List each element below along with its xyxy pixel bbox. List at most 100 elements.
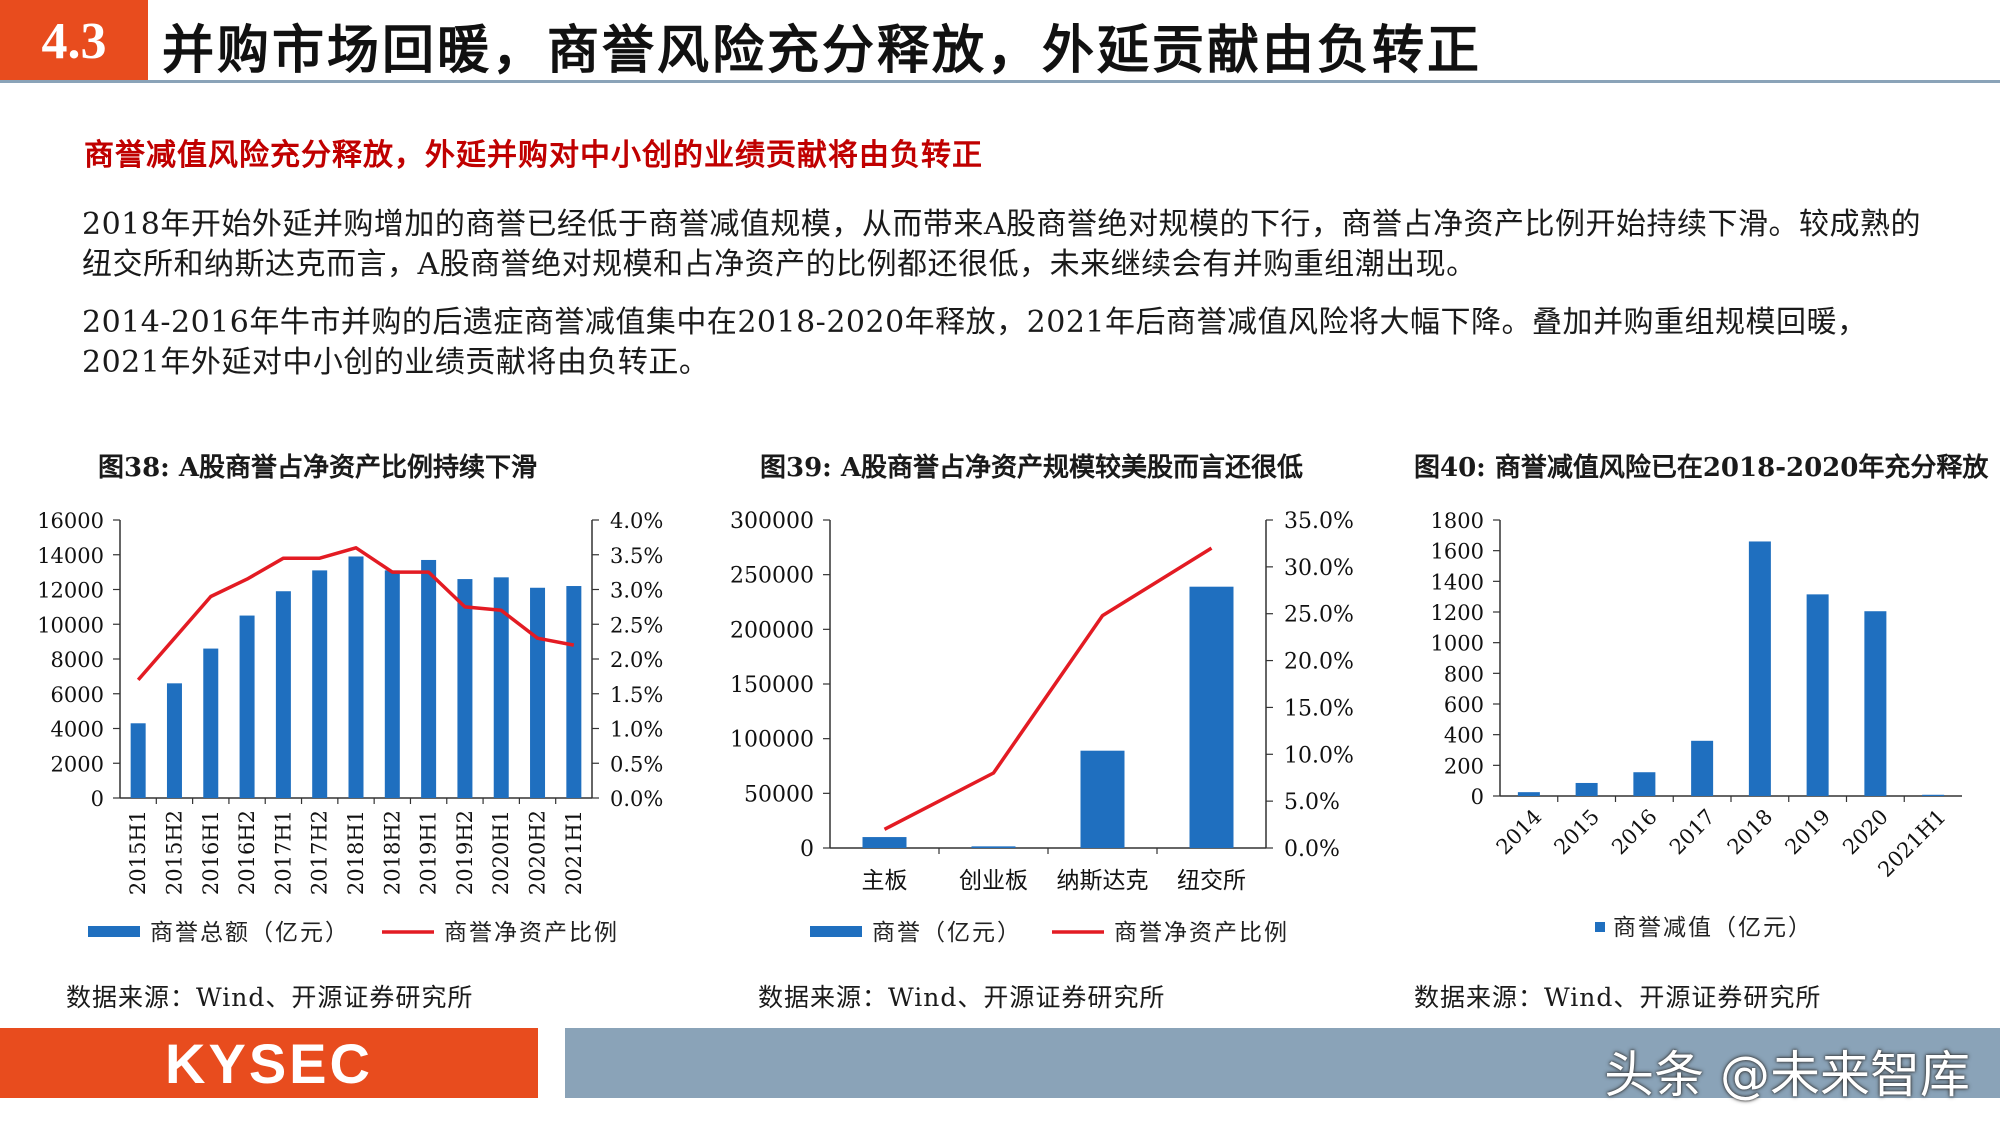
chart0-bar [239, 615, 255, 798]
chart0-x-tick-label: 2021H1 [562, 810, 586, 895]
chart2-x-tick-label: 2018 [1723, 805, 1778, 860]
chart0-x-tick-label: 2019H1 [417, 810, 441, 895]
chart0-x-tick-label: 2019H2 [453, 810, 477, 895]
header-bar: 4.3 并购市场回暖，商誉风险充分释放，外延贡献由负转正 [0, 0, 2000, 83]
chart1-x-tick-label: 主板 [862, 868, 908, 894]
chart2-y-tick-label: 0 [1471, 785, 1484, 809]
footer-bar [565, 1028, 2000, 1098]
chart0-legend-label: 商誉总额（亿元） [150, 920, 350, 946]
chart0-y2-tick-label: 4.0% [610, 509, 663, 533]
paragraph-2: 2014-2016年牛市并购的后遗症商誉减值集中在2018-2020年释放，20… [82, 305, 1868, 380]
chart1-y-tick-label: 200000 [730, 618, 814, 643]
chart1-bar [971, 846, 1016, 848]
chart2-y-tick-label: 400 [1444, 724, 1484, 748]
chart0-bar [384, 570, 400, 798]
chart2-legend-swatch-bar [1595, 922, 1605, 932]
chart-39: 300000 250000 200000 150000 100000 50000 0 35.0… [730, 509, 1354, 946]
chart0-line-series [136, 546, 575, 682]
footer-logo: KYSEC [0, 1028, 538, 1098]
chart-38-title: 图38: A股商誉占净资产比例持续下滑 [98, 453, 538, 483]
chart1-y2-tick-label: 35.0% [1284, 509, 1354, 534]
chart1-y2-tick-label: 25.0% [1284, 603, 1354, 628]
chart-39-title: 图39: A股商誉占净资产规模较美股而言还很低 [760, 453, 1304, 483]
chart1-y2-tick-label: 20.0% [1284, 650, 1354, 675]
chart0-y-tick-label: 14000 [37, 544, 104, 568]
chart0-legend-swatch-bar [88, 926, 140, 937]
chart2-bar [1633, 772, 1656, 796]
chart2-y-tick-label: 1000 [1431, 632, 1484, 656]
chart-38-source: 数据来源：Wind、开源证券研究所 [66, 983, 474, 1012]
chart0-y2-tick-label: 2.5% [610, 613, 663, 637]
chart-39-source: 数据来源：Wind、开源证券研究所 [758, 983, 1166, 1012]
chart0-x-tick-label: 2015H1 [126, 810, 150, 895]
chart0-bar [275, 591, 291, 798]
chart2-bar [1864, 611, 1887, 796]
subheading: 商誉减值风险充分释放，外延并购对中小创的业绩贡献将由负转正 [84, 138, 983, 173]
chart1-x-tick-label: 纽交所 [1177, 868, 1246, 894]
chart2-bar [1575, 782, 1598, 796]
chart2-y-tick-label: 1400 [1431, 570, 1484, 594]
chart0-y-tick-label: 8000 [51, 648, 104, 672]
chart1-line-series [883, 546, 1213, 831]
chart0-x-tick-label: 2018H1 [344, 810, 368, 895]
chart1-y-tick-label: 50000 [744, 782, 814, 807]
chart2-x-tick-label: 2014 [1492, 805, 1547, 860]
chart2-bar [1922, 794, 1945, 796]
chart2-y-tick-label: 1600 [1431, 540, 1484, 564]
chart2-y-tick-label: 600 [1444, 693, 1484, 717]
chart1-bar [862, 837, 907, 848]
chart2-x-tick-label: 2019 [1780, 805, 1835, 860]
chart1-x-tick-label: 纳斯达克 [1057, 868, 1149, 894]
chart0-y-tick-label: 4000 [51, 718, 104, 742]
chart2-x-tick-label: 2016 [1607, 805, 1662, 860]
chart2-x-tick-label: 2020 [1838, 805, 1893, 860]
chart1-legend-label: 商誉净资产比例 [1114, 920, 1289, 946]
chart2-x-tick-label: 2017 [1665, 805, 1720, 860]
chart1-y-tick-label: 300000 [730, 509, 814, 534]
chart1-y-tick-label: 100000 [730, 728, 814, 753]
chart1-y-tick-label: 0 [800, 837, 814, 862]
chart0-bar [203, 648, 219, 798]
chart2-y-tick-label: 800 [1444, 662, 1484, 686]
chart0-x-tick-label: 2017H1 [271, 810, 295, 895]
chart1-bar [1189, 586, 1234, 848]
chart-38: 16000 14000 12000 10000 8000 6000 4000 2000 0 4.0… [37, 509, 663, 946]
chart0-y-tick-label: 2000 [51, 752, 104, 776]
chart1-x-tick-label: 创业板 [959, 868, 1028, 894]
chart0-y2-tick-label: 3.0% [610, 579, 663, 603]
chart1-legend-label: 商誉（亿元） [872, 920, 1022, 946]
chart1-y2-tick-label: 10.0% [1284, 743, 1354, 768]
chart0-x-tick-label: 2016H2 [235, 810, 259, 895]
chart0-bar [312, 570, 328, 798]
chart2-y-tick-label: 1800 [1431, 509, 1484, 533]
chart2-bar [1806, 594, 1829, 796]
chart2-y-tick-label: 200 [1444, 754, 1484, 778]
chart0-bar [421, 559, 437, 798]
chart1-y2-tick-label: 15.0% [1284, 696, 1354, 721]
chart0-y2-tick-label: 0.0% [610, 787, 663, 811]
chart2-bar [1517, 792, 1540, 796]
chart1-y2-tick-label: 5.0% [1284, 790, 1340, 815]
section-number: 4.3 [0, 0, 148, 82]
chart0-x-tick-label: 2020H1 [489, 810, 513, 895]
chart1-y-tick-label: 150000 [730, 673, 814, 698]
chart0-bar [457, 579, 473, 798]
chart0-bar [348, 556, 364, 798]
chart2-bar [1748, 541, 1771, 796]
chart1-y-tick-label: 250000 [730, 564, 814, 589]
chart1-bar [1080, 750, 1125, 848]
chart0-y-tick-label: 12000 [37, 579, 104, 603]
chart0-y-tick-label: 6000 [51, 683, 104, 707]
header-divider [0, 80, 2000, 83]
chart0-x-tick-label: 2015H2 [162, 810, 186, 895]
chart1-legend-swatch-bar [810, 926, 862, 937]
chart2-y-tick-label: 1200 [1431, 601, 1484, 625]
chart-40-title: 图40: 商誉减值风险已在2018-2020年充分释放 [1414, 453, 1989, 483]
chart2-legend-label: 商誉减值（亿元） [1613, 915, 1813, 941]
kysec-logo: KYSEC [165, 1031, 373, 1095]
chart2-x-tick-label: 2015 [1549, 805, 1604, 860]
chart0-y2-tick-label: 3.5% [610, 544, 663, 568]
chart0-y2-tick-label: 1.0% [610, 718, 663, 742]
chart0-x-tick-label: 2018H2 [380, 810, 404, 895]
chart0-bar [566, 586, 582, 798]
